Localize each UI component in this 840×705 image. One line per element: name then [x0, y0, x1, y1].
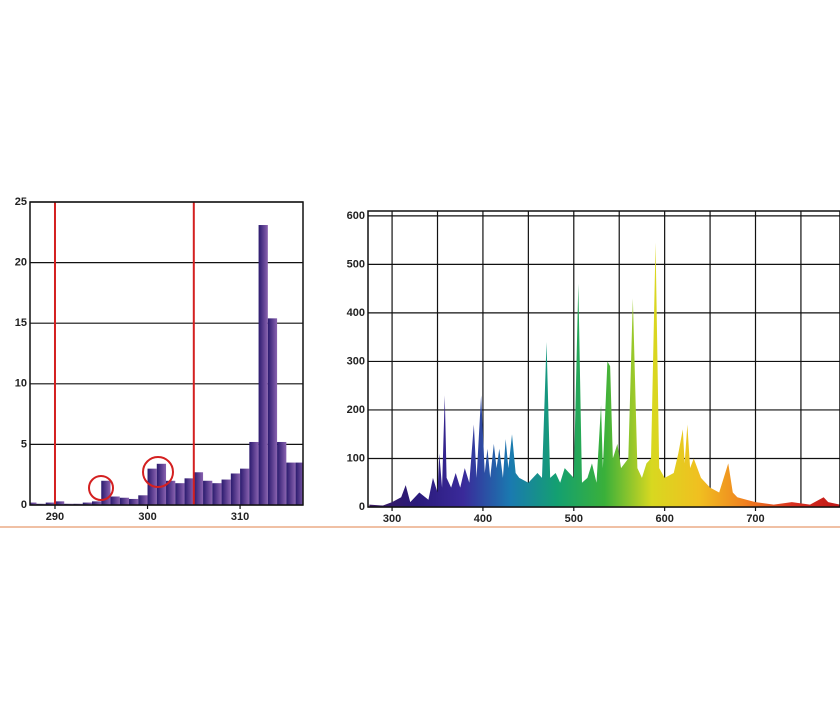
bar — [221, 479, 231, 505]
y-tick-label: 0 — [359, 501, 365, 513]
y-tick-label: 600 — [347, 210, 365, 222]
bar — [267, 318, 278, 505]
bar — [277, 441, 287, 505]
y-tick-label: 100 — [347, 452, 365, 464]
y-tick-label: 10 — [15, 378, 27, 390]
bar — [193, 472, 204, 505]
plot-frame — [367, 210, 840, 508]
bars — [30, 225, 303, 505]
bar — [249, 441, 259, 505]
bar — [45, 502, 55, 505]
y-tick-label: 400 — [347, 307, 365, 319]
x-tick-label: 300 — [138, 511, 156, 523]
x-tick-label: 290 — [46, 511, 64, 523]
bar — [230, 473, 241, 505]
bar — [30, 502, 37, 505]
bar — [203, 480, 213, 505]
y-tick-label: 20 — [15, 257, 27, 269]
bar — [184, 478, 194, 505]
x-tick-label: 400 — [474, 513, 492, 525]
bar — [82, 502, 93, 505]
x-tick-label: 600 — [655, 513, 673, 525]
bar — [101, 480, 111, 505]
x-tick-label: 300 — [383, 513, 401, 525]
x-tick-label: 310 — [231, 511, 249, 523]
highlight-circle — [88, 475, 114, 501]
y-tick-label: 15 — [15, 317, 27, 329]
bar — [92, 501, 102, 505]
y-tick-label: 500 — [347, 258, 365, 270]
y-tick-label: 25 — [15, 196, 27, 208]
bar — [166, 480, 176, 505]
x-tick-label: 500 — [565, 513, 583, 525]
bar — [54, 501, 65, 505]
y-tick-label: 0 — [21, 499, 27, 511]
x-tick-label: 700 — [746, 513, 764, 525]
bar — [119, 497, 130, 505]
y-tick-label: 200 — [347, 404, 365, 416]
bar — [240, 468, 250, 505]
y-tick-label: 300 — [347, 355, 365, 367]
plot-frame — [29, 201, 304, 506]
spectrum-area — [369, 242, 840, 507]
bar — [175, 483, 185, 505]
bar — [258, 225, 268, 505]
bar — [295, 462, 303, 505]
bar — [138, 495, 148, 505]
y-tick-label: 5 — [21, 438, 27, 450]
bar — [156, 463, 167, 505]
bar — [129, 498, 139, 505]
highlight-circle — [142, 456, 174, 488]
bar — [286, 462, 296, 505]
bar — [110, 496, 120, 505]
bar — [212, 483, 222, 505]
